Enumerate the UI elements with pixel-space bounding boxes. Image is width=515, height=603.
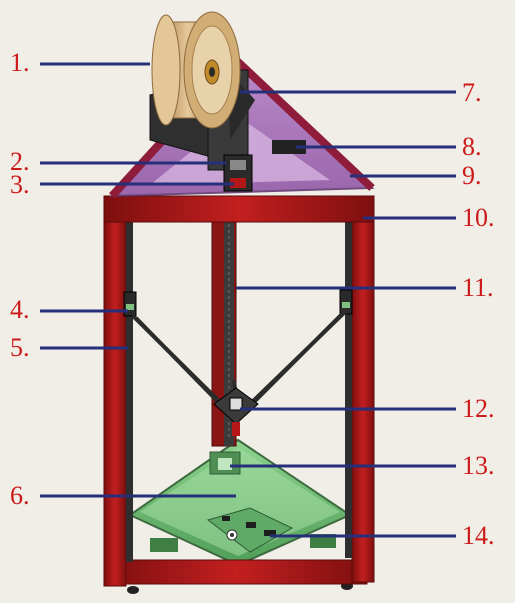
callout-label-3: 3. <box>10 170 30 199</box>
controller-board <box>206 507 294 553</box>
effector <box>213 387 259 436</box>
filament-spool <box>151 11 241 129</box>
callout-label-14: 14. <box>462 521 495 550</box>
callout-label-11: 11. <box>462 273 494 302</box>
extruder <box>223 154 253 192</box>
callout-label-13: 13. <box>462 451 495 480</box>
callout-label-6: 6. <box>10 481 30 510</box>
bottom-plate <box>127 438 353 567</box>
carriages <box>123 289 353 317</box>
callout-label-7: 7. <box>462 78 482 107</box>
callout-label-4: 4. <box>10 295 30 324</box>
callout-label-8: 8. <box>462 132 482 161</box>
endstop-part <box>272 140 306 154</box>
callout-label-10: 10. <box>462 203 495 232</box>
leader-lines <box>40 62 456 538</box>
delta-arms <box>131 310 347 412</box>
callout-label-5: 5. <box>10 333 30 362</box>
callout-label-2: 2. <box>10 147 30 176</box>
callout-label-9: 9. <box>462 161 482 190</box>
bottom-frame-bar <box>104 559 368 585</box>
callout-label-1: 1. <box>10 48 30 77</box>
vertical-frame <box>103 197 375 587</box>
callout-label-12: 12. <box>462 394 495 423</box>
top-frame-bar <box>103 195 375 223</box>
